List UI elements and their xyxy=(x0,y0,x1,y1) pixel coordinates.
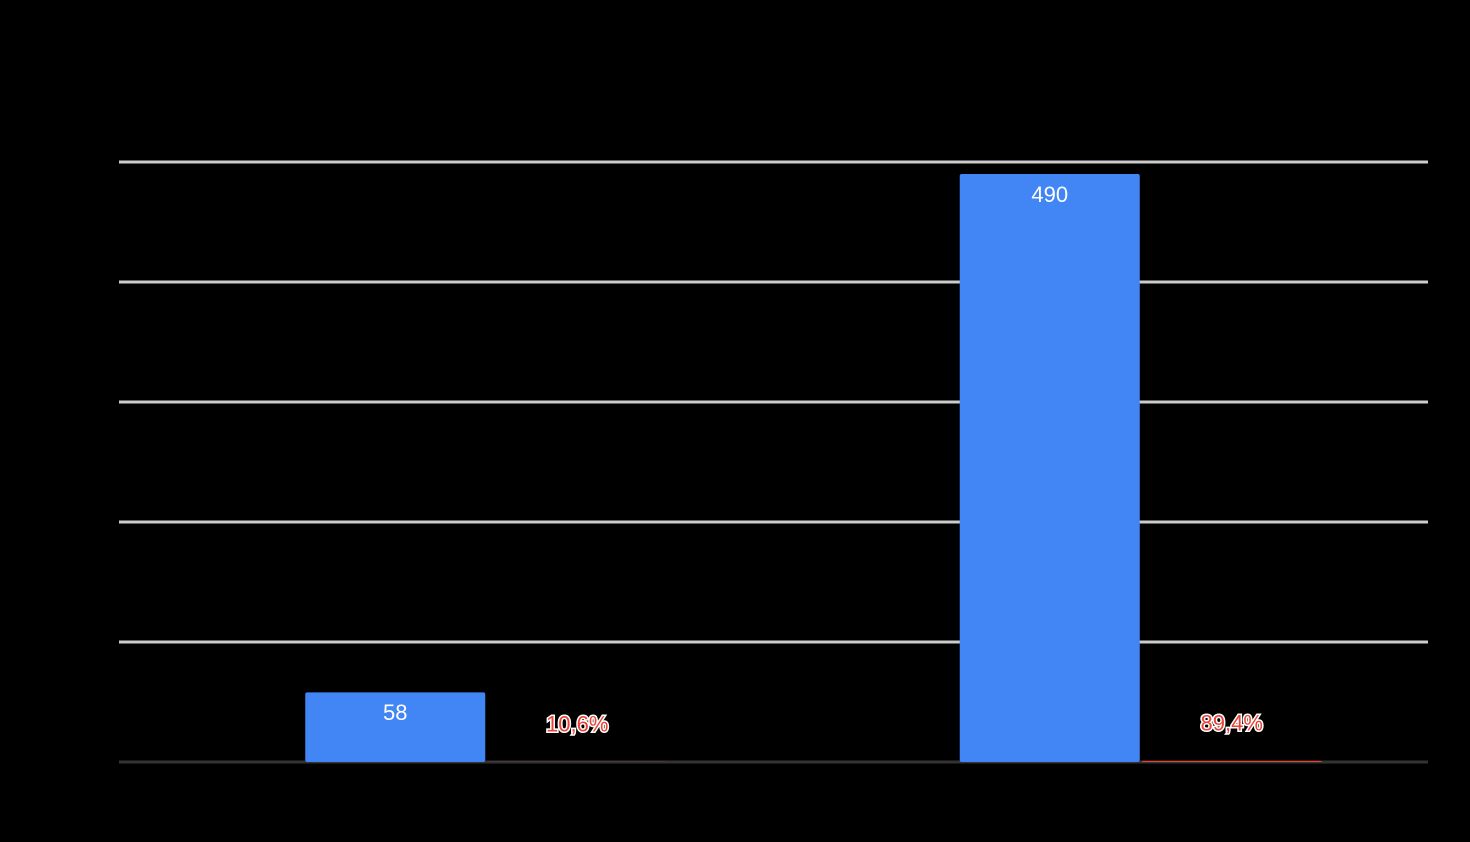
data-label: 10,6% xyxy=(546,712,608,737)
bar xyxy=(1141,760,1322,762)
bar xyxy=(959,174,1140,762)
data-label: 58 xyxy=(383,700,407,725)
data-label: 490 xyxy=(1031,182,1068,207)
data-label: 89,4% xyxy=(1201,711,1263,736)
bar xyxy=(305,692,486,762)
